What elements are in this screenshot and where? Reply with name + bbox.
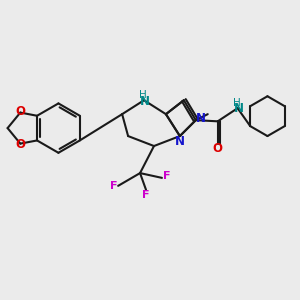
Text: N: N — [234, 103, 244, 116]
Text: N: N — [140, 94, 150, 107]
Text: H: H — [140, 90, 147, 100]
Text: F: F — [142, 190, 150, 200]
Text: N: N — [196, 112, 206, 125]
Text: O: O — [15, 138, 25, 151]
Text: F: F — [163, 171, 170, 181]
Text: F: F — [110, 181, 117, 191]
Text: O: O — [15, 105, 25, 118]
Text: N: N — [175, 135, 185, 148]
Text: O: O — [213, 142, 223, 155]
Text: H: H — [233, 98, 241, 108]
